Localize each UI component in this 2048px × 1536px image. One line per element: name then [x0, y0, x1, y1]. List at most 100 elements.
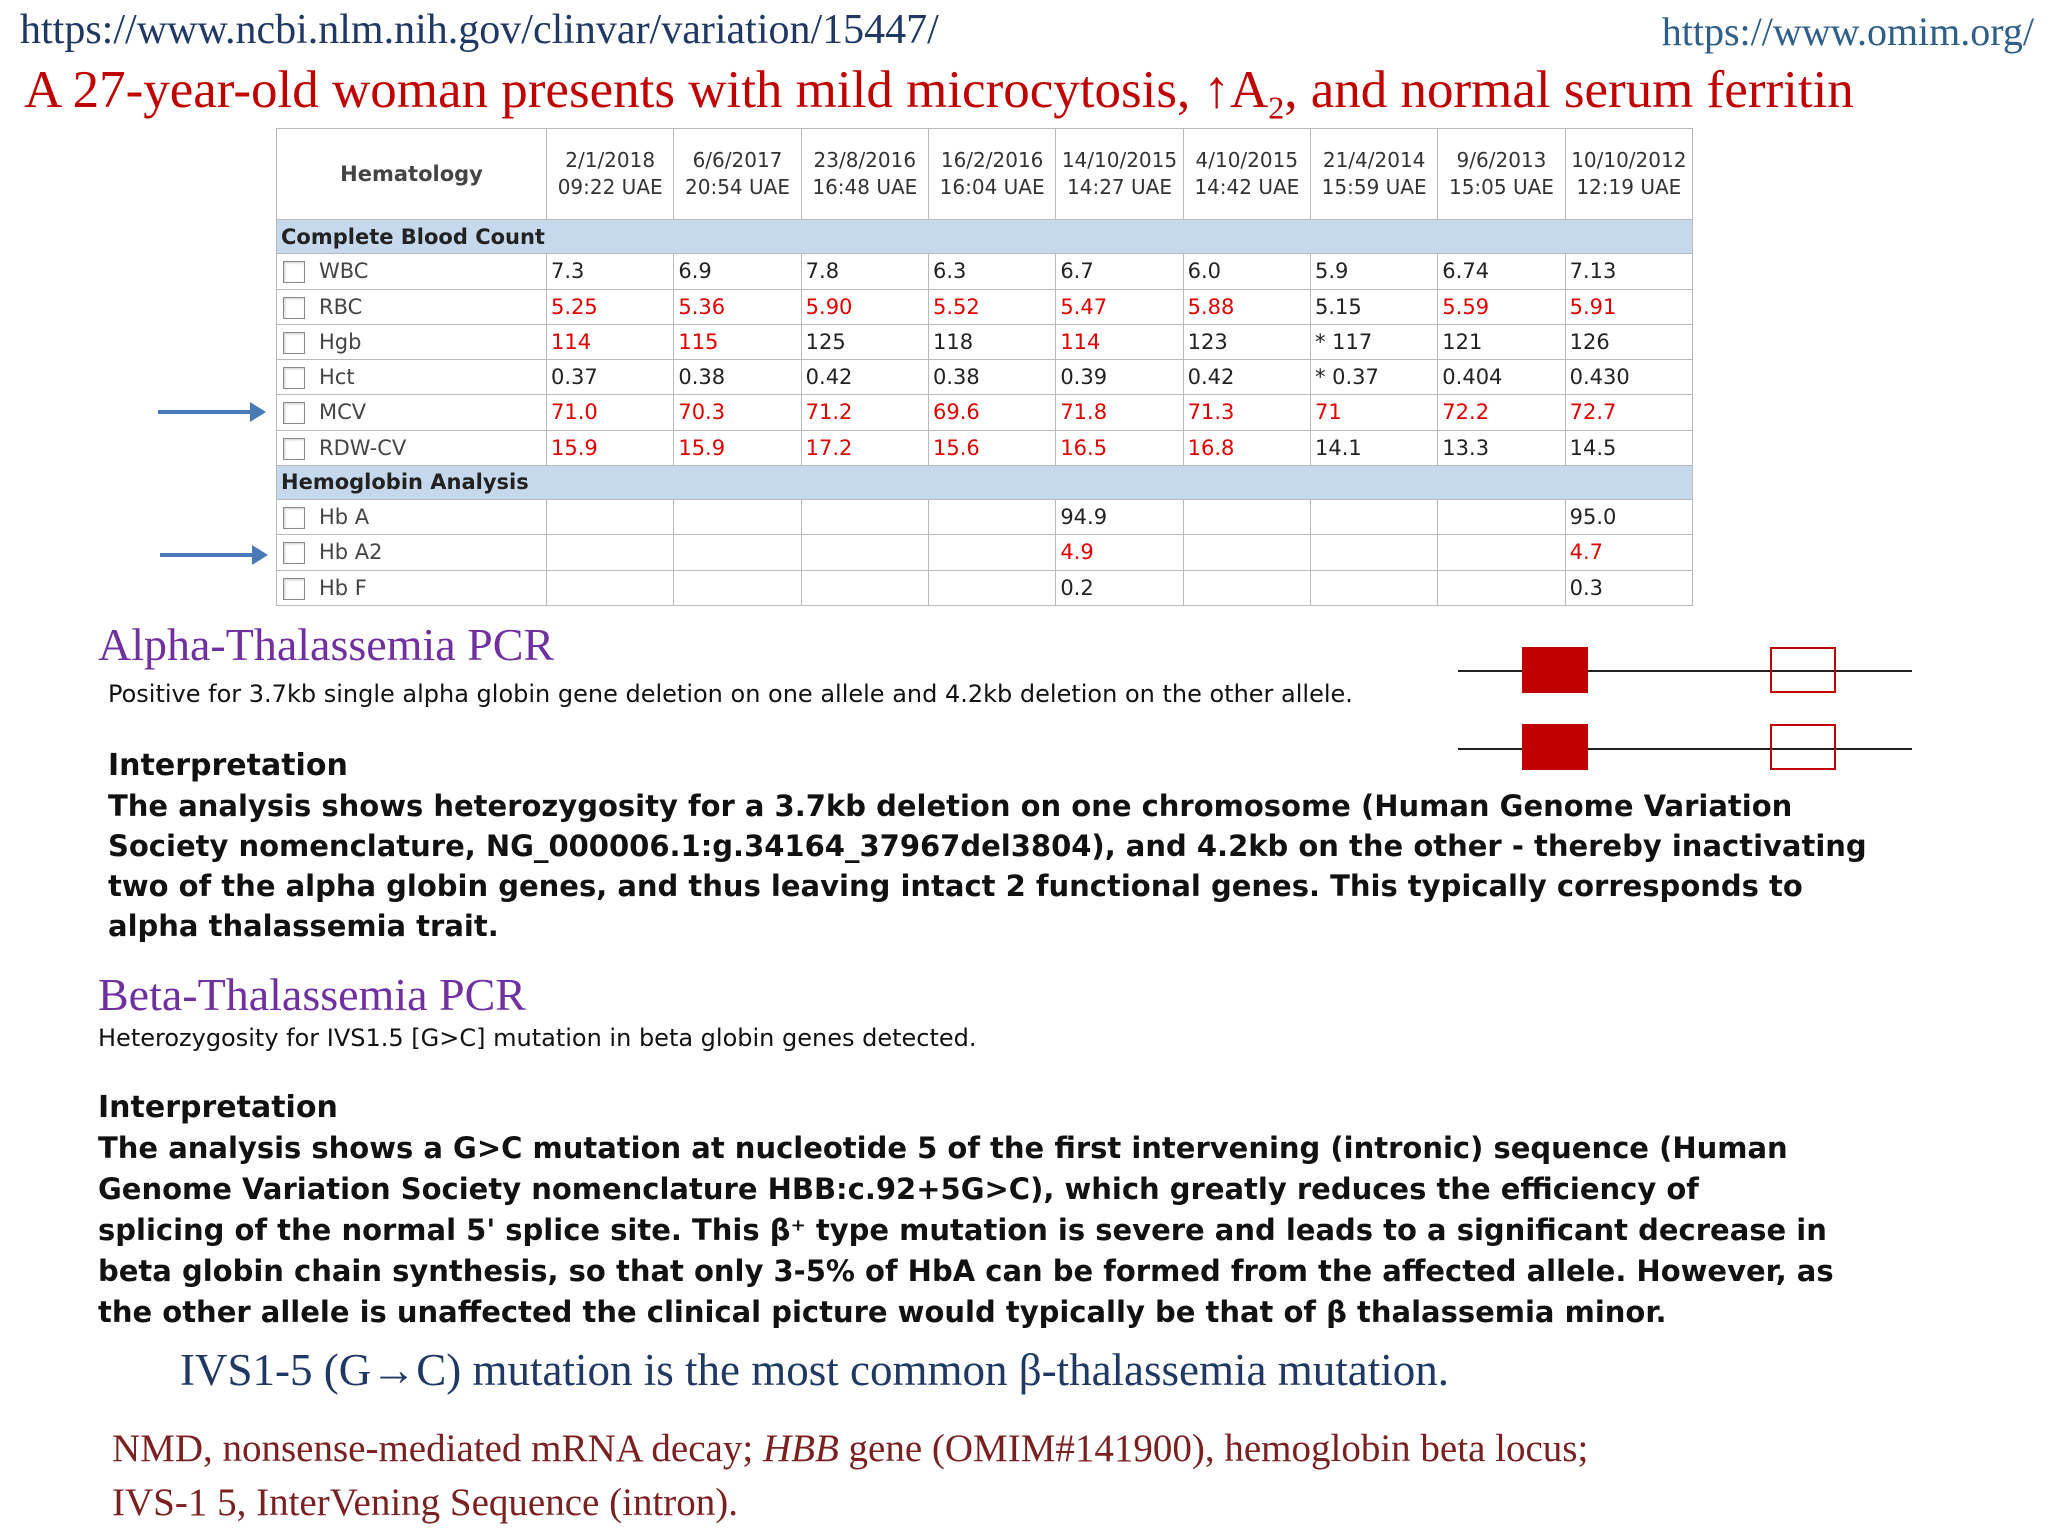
- value-cell: 14.5: [1564, 429, 1694, 466]
- column-date: 9/6/2013: [1456, 148, 1547, 172]
- row-checkbox[interactable]: [283, 331, 305, 354]
- row-label: RDW-CV: [319, 435, 407, 460]
- value-cell: [545, 499, 675, 536]
- row-label: RBC: [319, 294, 363, 319]
- row-checkbox[interactable]: [283, 402, 305, 425]
- column-time: 15:59 UAE: [1321, 175, 1427, 199]
- gene-box-deleted: [1770, 724, 1836, 770]
- value-cell: 114: [1055, 323, 1184, 361]
- value-cell: [1437, 499, 1566, 536]
- beta-interpretation-text: The analysis shows a G>C mutation at nuc…: [98, 1131, 1834, 1329]
- value-cell: [800, 569, 929, 607]
- value-cell: 0.2: [1055, 569, 1184, 607]
- value-cell: 125: [800, 323, 929, 361]
- footnote: NMD, nonsense-mediated mRNA decay; HBB g…: [112, 1427, 1589, 1524]
- date-column-header[interactable]: 4/10/2015 14:42 UAE: [1182, 128, 1311, 220]
- row-label-cell: Hgb: [276, 323, 547, 361]
- value-cell: 5.59: [1437, 288, 1566, 325]
- value-cell: 5.91: [1564, 288, 1694, 325]
- table-row: WBC 7.3 6.9 7.8 6.3 6.7 6.0 5.9 6.74 7.13: [276, 253, 1694, 290]
- value-cell: 123: [1182, 323, 1311, 361]
- value-cell: 0.3: [1564, 569, 1694, 607]
- value-cell: 6.9: [673, 253, 802, 290]
- value-cell: 4.7: [1564, 534, 1694, 571]
- date-column-header[interactable]: 6/6/2017 20:54 UAE: [673, 128, 802, 220]
- value-cell: 7.8: [800, 253, 929, 290]
- value-cell: 5.52: [927, 288, 1057, 325]
- table-row: Hct 0.37 0.38 0.42 0.38 0.39 0.42 * 0.37 0.404 0.…: [276, 359, 1694, 396]
- value-cell: 115: [673, 323, 802, 361]
- column-date: 2/1/2018: [565, 148, 656, 172]
- value-cell: 6.7: [1055, 253, 1184, 290]
- value-cell: 71: [1309, 394, 1439, 431]
- value-cell: [1437, 569, 1566, 607]
- value-cell: [1182, 534, 1311, 571]
- value-cell: [673, 569, 802, 607]
- value-cell: 0.404: [1437, 359, 1566, 396]
- value-cell: [800, 499, 929, 536]
- row-label-cell: Hct: [276, 359, 547, 396]
- value-cell: 69.6: [927, 394, 1057, 431]
- section-title: Hemoglobin Analysis: [276, 464, 1693, 501]
- beta-interpretation-heading: Interpretation: [98, 1090, 338, 1125]
- value-cell: 5.47: [1055, 288, 1184, 325]
- value-cell: [1309, 534, 1439, 571]
- value-cell: 5.25: [545, 288, 675, 325]
- value-cell: 0.38: [927, 359, 1057, 396]
- slide-title: A 27-year-old woman presents with mild m…: [24, 61, 1854, 126]
- row-checkbox[interactable]: [283, 261, 305, 284]
- column-date: 23/8/2016: [813, 148, 917, 172]
- date-column-header[interactable]: 9/6/2013 15:05 UAE: [1437, 128, 1566, 220]
- row-checkbox[interactable]: [283, 542, 305, 565]
- column-date: 16/2/2016: [940, 148, 1044, 172]
- column-time: 16:04 UAE: [939, 175, 1045, 199]
- chromosome-line: [1458, 670, 1912, 672]
- row-checkbox[interactable]: [283, 367, 305, 390]
- column-time: 20:54 UAE: [685, 175, 790, 199]
- column-time: 15:05 UAE: [1448, 175, 1554, 199]
- column-date: 4/10/2015: [1195, 148, 1299, 172]
- row-label: Hb F: [319, 575, 367, 600]
- column-time: 16:48 UAE: [812, 175, 918, 199]
- value-cell: 6.74: [1437, 253, 1566, 290]
- date-column-header[interactable]: 14/10/2015 14:27 UAE: [1055, 128, 1184, 220]
- omim-url[interactable]: https://www.omim.org/: [1661, 9, 2034, 54]
- value-cell: [673, 534, 802, 571]
- value-cell: [1437, 534, 1566, 571]
- value-cell: 114: [545, 323, 675, 361]
- date-column-header[interactable]: 16/2/2016 16:04 UAE: [927, 128, 1057, 220]
- value-cell: 126: [1564, 323, 1694, 361]
- date-column-header[interactable]: 23/8/2016 16:48 UAE: [800, 128, 929, 220]
- value-cell: [927, 569, 1057, 607]
- value-cell: [1182, 569, 1311, 607]
- row-label: MCV: [319, 400, 367, 425]
- alpha-interpretation-heading: Interpretation: [108, 748, 348, 783]
- row-checkbox[interactable]: [283, 577, 305, 600]
- date-column-header[interactable]: 10/10/2012 12:19 UAE: [1564, 128, 1694, 220]
- table-row: Hb A2 4.9 4.7: [276, 534, 1694, 571]
- row-label-cell: RDW-CV: [276, 429, 547, 466]
- row-label: Hb A2: [319, 540, 383, 565]
- row-label: Hct: [319, 365, 355, 390]
- table-row: Hgb 114 115 125 118 114 123 * 117 121 126: [276, 323, 1694, 361]
- gene-box-deleted: [1770, 647, 1836, 693]
- row-checkbox[interactable]: [283, 507, 305, 530]
- value-cell: 14.1: [1309, 429, 1439, 466]
- date-column-header[interactable]: 21/4/2014 15:59 UAE: [1309, 128, 1439, 220]
- clinvar-url[interactable]: https://www.ncbi.nlm.nih.gov/clinvar/var…: [20, 7, 939, 53]
- value-cell: 121: [1437, 323, 1566, 361]
- row-label-cell: WBC: [276, 253, 547, 290]
- value-cell: 6.3: [927, 253, 1057, 290]
- ivs-mutation-note: IVS1-5 (G→C) mutation is the most common…: [180, 1345, 1449, 1395]
- row-checkbox[interactable]: [283, 437, 305, 460]
- value-cell: 0.42: [1182, 359, 1311, 396]
- value-cell: 6.0: [1182, 253, 1311, 290]
- value-cell: [927, 534, 1057, 571]
- row-checkbox[interactable]: [283, 296, 305, 319]
- value-cell: 15.6: [927, 429, 1057, 466]
- value-cell: 94.9: [1055, 499, 1184, 536]
- date-column-header[interactable]: 2/1/2018 09:22 UAE: [545, 128, 675, 220]
- value-cell: 95.0: [1564, 499, 1694, 536]
- beta-result: Heterozygosity for IVS1.5 [G>C] mutation…: [98, 1024, 977, 1052]
- row-label-cell: Hb F: [276, 569, 547, 607]
